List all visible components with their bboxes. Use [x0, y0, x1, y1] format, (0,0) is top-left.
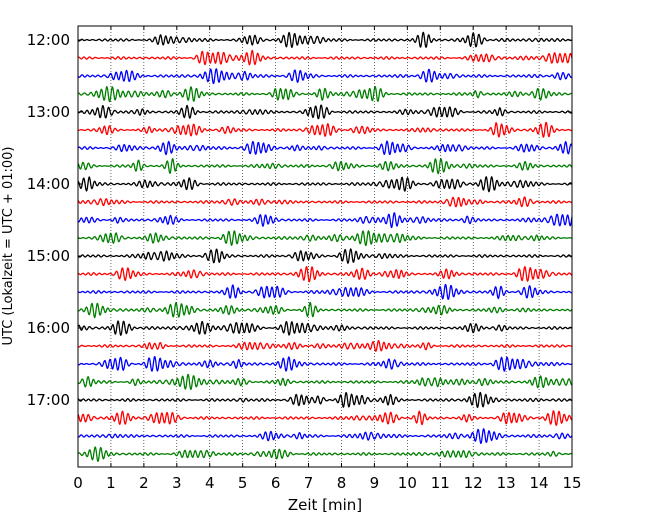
- x-tick-label: 3: [172, 474, 182, 492]
- seismogram-trace: [77, 248, 573, 264]
- seismogram-trace: [77, 301, 573, 319]
- seismogram-trace: [77, 446, 573, 462]
- y-tick-label: 13:00: [27, 103, 70, 121]
- seismogram-trace: [77, 176, 573, 193]
- seismogram-trace: [77, 196, 573, 208]
- x-tick-label: 13: [497, 474, 516, 492]
- y-tick-label: 12:00: [27, 31, 70, 49]
- x-tick-label: 0: [73, 474, 83, 492]
- seismogram-trace: [77, 104, 573, 120]
- seismogram-trace: [77, 355, 573, 372]
- seismogram-traces: [77, 31, 573, 462]
- seismogram-trace: [77, 49, 573, 66]
- y-tick-label: 14:00: [27, 175, 70, 193]
- y-axis-label: UTC (Lokalzeit = UTC + 01:00): [1, 147, 16, 346]
- seismogram-trace: [77, 68, 573, 85]
- x-tick-label: 15: [562, 474, 581, 492]
- x-tick-label: 9: [370, 474, 380, 492]
- seismogram-trace: [77, 410, 573, 427]
- seismogram-trace: [77, 31, 573, 48]
- x-tick-label: 6: [271, 474, 281, 492]
- x-tick-label: 4: [205, 474, 215, 492]
- x-axis-ticks: 0 1 2 3 4 5 6 7 8 9 10 11 12 13 14 15: [73, 26, 582, 492]
- seismogram-trace: [77, 428, 573, 444]
- x-tick-label: 10: [398, 474, 417, 492]
- y-axis-ticks: 12:00 13:00 14:00 15:00 16:00 17:00: [27, 31, 572, 409]
- seismogram-trace: [77, 212, 573, 229]
- x-tick-label: 1: [106, 474, 116, 492]
- x-tick-label: 7: [304, 474, 314, 492]
- seismogram-trace: [77, 391, 573, 408]
- y-tick-label: 17:00: [27, 391, 70, 409]
- x-tick-label: 11: [431, 474, 450, 492]
- seismogram-trace: [77, 230, 573, 247]
- seismogram-trace: [77, 339, 573, 352]
- x-tick-label: 8: [337, 474, 347, 492]
- x-axis-label: Zeit [min]: [288, 496, 362, 514]
- plot-frame: [77, 25, 573, 468]
- seismogram-trace: [77, 121, 573, 138]
- x-tick-label: 12: [464, 474, 483, 492]
- seismogram-trace: [77, 320, 573, 336]
- seismogram-trace: [77, 86, 573, 103]
- x-tick-label: 2: [139, 474, 149, 492]
- seismogram-trace: [77, 140, 573, 156]
- seismogram-trace: [77, 158, 573, 175]
- seismogram-trace: [77, 373, 573, 390]
- y-tick-label: 15:00: [27, 247, 70, 265]
- x-tick-label: 14: [530, 474, 549, 492]
- y-tick-label: 16:00: [27, 319, 70, 337]
- x-tick-label: 5: [238, 474, 248, 492]
- seismogram-trace: [77, 283, 573, 300]
- seismogram-trace: [77, 265, 573, 283]
